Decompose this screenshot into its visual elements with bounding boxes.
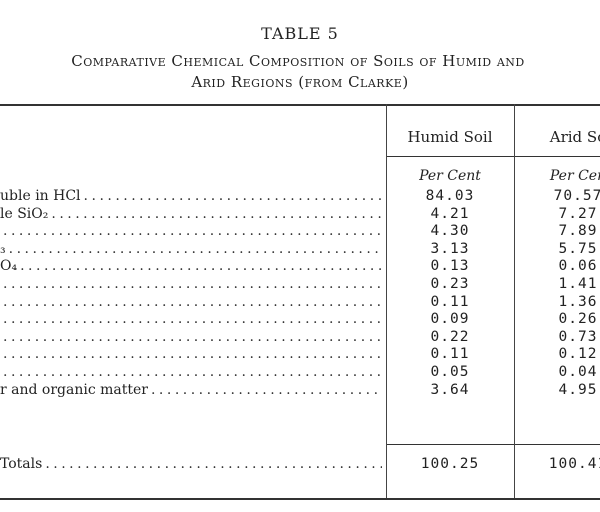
table-row: uble in HCl ............................… <box>0 188 382 205</box>
totals-row: Totals .................................… <box>0 456 382 473</box>
dot-leader: ........................................… <box>3 293 382 310</box>
dot-leader: ........................................… <box>3 328 382 345</box>
unit-arid: Per Cen <box>549 168 600 184</box>
top-rule <box>0 104 600 106</box>
dot-leader: ........................................… <box>45 456 382 472</box>
table-row: r and organic matter ...................… <box>0 382 382 399</box>
arid-value: 0.12 <box>558 346 598 363</box>
humid-value: 0.13 <box>430 258 470 275</box>
table-row: ........................................… <box>0 294 382 311</box>
column-header-humid: Humid Soil <box>407 128 493 146</box>
totals-humid: 100.25 <box>420 456 480 472</box>
table-row: le SiO₂ ................................… <box>0 206 382 223</box>
humid-value: 0.23 <box>430 276 470 292</box>
humid-value: 0.05 <box>430 364 470 380</box>
row-label: uble in HCl <box>0 188 81 204</box>
table-caption-line-1: Comparative Chemical Composition of Soil… <box>71 52 525 70</box>
table-row: ........................................… <box>0 311 382 328</box>
dot-leader: ........................................… <box>8 240 382 257</box>
dot-leader: ........................................… <box>3 346 382 363</box>
table-row: ........................................… <box>0 223 382 240</box>
arid-value: 5.75 <box>558 240 598 257</box>
dot-leader: ........................................… <box>3 223 382 240</box>
column-divider <box>386 104 387 498</box>
column-header-arid: Arid So <box>549 128 600 146</box>
row-label: ₃ <box>0 240 6 257</box>
totals-rule <box>386 444 600 445</box>
table-row: ₃ ......................................… <box>0 241 382 258</box>
table-number: TABLE 5 <box>261 24 339 43</box>
arid-value: 7.27 <box>558 205 598 222</box>
column-divider <box>514 104 515 498</box>
humid-value: 0.09 <box>430 311 470 328</box>
humid-value: 0.11 <box>430 293 470 310</box>
arid-value: 1.41 <box>558 276 598 292</box>
dot-leader: ........................................… <box>51 205 382 222</box>
arid-value: 0.26 <box>558 311 598 328</box>
dot-leader: ........................................… <box>83 188 382 204</box>
header-rule <box>386 156 600 157</box>
table-row: ........................................… <box>0 346 382 363</box>
humid-value: 4.30 <box>430 223 470 240</box>
dot-leader: ........................................… <box>3 364 382 380</box>
table-row: O₄ .....................................… <box>0 258 382 275</box>
unit-humid: Per Cent <box>419 168 481 184</box>
table-row: ........................................… <box>0 276 382 293</box>
table-caption-line-2: Arid Regions (from Clarke) <box>191 73 409 91</box>
humid-value: 3.64 <box>430 381 470 398</box>
dot-leader: ........................................… <box>3 276 382 292</box>
dot-leader: ........................................… <box>20 258 382 275</box>
arid-value: 0.73 <box>558 328 598 345</box>
arid-value: 7.89 <box>558 223 598 240</box>
row-label: le SiO₂ <box>0 205 49 222</box>
totals-label: Totals <box>0 456 43 472</box>
bottom-rule <box>0 498 600 500</box>
arid-value: 1.36 <box>558 293 598 310</box>
arid-value: 4.95 <box>558 381 598 398</box>
humid-value: 0.22 <box>430 328 470 345</box>
humid-value: 4.21 <box>430 205 470 222</box>
row-label: O₄ <box>0 258 18 275</box>
arid-value: 70.57 <box>553 188 600 204</box>
humid-value: 84.03 <box>425 188 475 204</box>
arid-value: 0.06 <box>558 258 598 275</box>
arid-value: 0.04 <box>558 364 598 380</box>
row-label: r and organic matter <box>0 381 148 398</box>
table-row: ........................................… <box>0 329 382 346</box>
dot-leader: ........................................… <box>3 311 382 328</box>
dot-leader: ........................................… <box>150 381 382 398</box>
table-row: ........................................… <box>0 364 382 381</box>
totals-arid: 100.41 <box>548 456 600 472</box>
humid-value: 0.11 <box>430 346 470 363</box>
humid-value: 3.13 <box>430 240 470 257</box>
